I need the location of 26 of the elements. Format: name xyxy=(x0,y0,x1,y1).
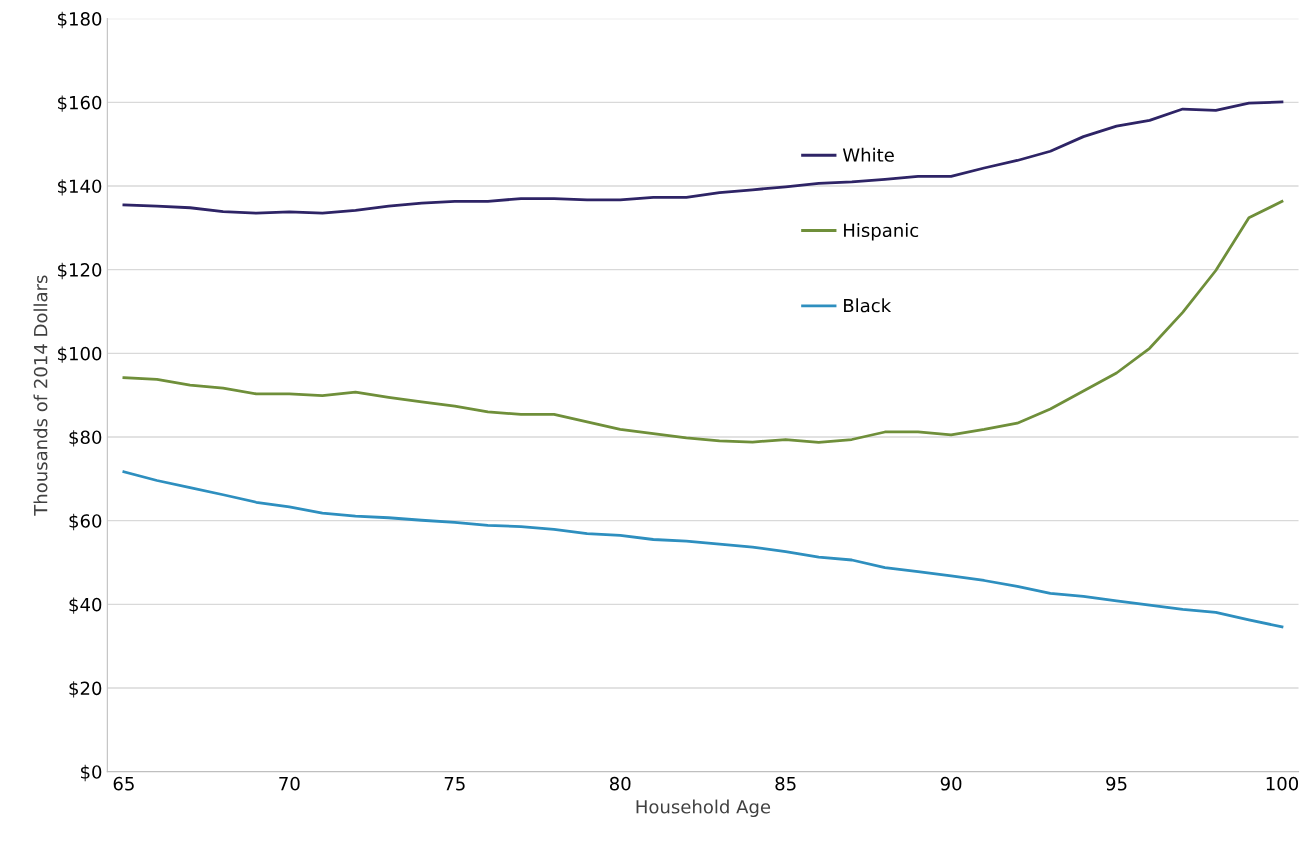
x-tick-label: 65 xyxy=(113,776,134,791)
x-tick-label: 95 xyxy=(1106,776,1127,791)
x-tick-label: 90 xyxy=(940,776,962,791)
x-axis-title: Household Age xyxy=(636,799,771,818)
y-tick-label: $20 xyxy=(69,681,102,698)
x-tick-label: 100 xyxy=(1266,776,1299,791)
y-tick-label: $0 xyxy=(81,764,102,782)
line-series xyxy=(122,200,1284,444)
legend-label: Black xyxy=(844,298,892,313)
y-tick-label: $140 xyxy=(58,179,102,196)
x-tick-label: 70 xyxy=(279,776,300,791)
x-tick-label: 85 xyxy=(775,776,796,791)
y-axis-title: Thousands of 2014 Dollars xyxy=(33,275,48,516)
y-tick-label: $80 xyxy=(69,430,102,447)
y-tick-label: $120 xyxy=(58,262,102,280)
line-series xyxy=(122,470,1284,629)
y-tick-label: $180 xyxy=(58,11,102,29)
y-tick-label: $60 xyxy=(69,513,102,531)
y-tick-label: $40 xyxy=(69,597,102,614)
legend-label: Hispanic xyxy=(844,223,919,241)
x-tick-label: 80 xyxy=(609,776,631,791)
line-series xyxy=(122,100,1284,215)
y-tick-label: $160 xyxy=(58,95,102,112)
x-tick-label: 75 xyxy=(444,777,465,791)
y-tick-label: $100 xyxy=(58,346,102,363)
legend-label: White xyxy=(842,147,894,162)
